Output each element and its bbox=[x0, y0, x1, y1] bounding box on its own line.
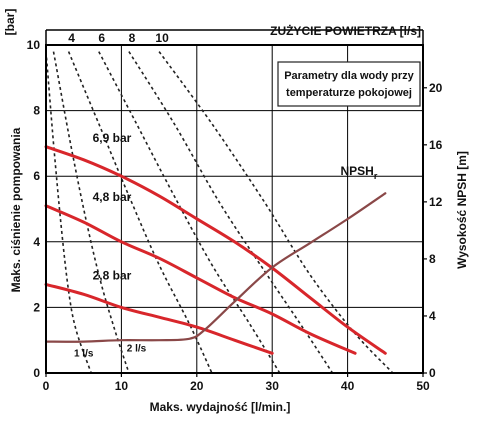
y-right-tick-label: 12 bbox=[429, 195, 443, 209]
npsh-line bbox=[44, 192, 387, 343]
air-curve bbox=[128, 51, 334, 374]
top-tick-label: 8 bbox=[129, 31, 136, 45]
top-tick-label: 6 bbox=[98, 31, 105, 45]
y-left-tick-label: 2 bbox=[33, 300, 40, 314]
curve-labels: 6,9 bar 4,8 bar 2,8 bar NPSHr 1 l/s 2 l/s bbox=[74, 131, 378, 360]
y-left-tick-label: 8 bbox=[33, 104, 40, 118]
air-curve bbox=[45, 51, 92, 374]
pressure-curves bbox=[44, 145, 387, 355]
y-right-tick-label: 20 bbox=[429, 81, 443, 95]
x-axis-label: Maks. wydajność [l/min.] bbox=[150, 400, 291, 414]
pressure-curve bbox=[44, 204, 357, 355]
note-line-2: temperaturze pokojowej bbox=[286, 87, 412, 99]
y-axis-label-left: Maks. ciśnienie pompowania bbox=[9, 127, 23, 292]
top-tick-label: 10 bbox=[155, 31, 169, 45]
pressure-curve bbox=[44, 282, 274, 355]
y-left-tick-label: 6 bbox=[33, 169, 40, 183]
x-tick-label: 50 bbox=[416, 379, 430, 393]
x-tick-label: 30 bbox=[266, 379, 280, 393]
y-left-tick-label: 10 bbox=[27, 38, 41, 52]
top-axis-label: ZUŻYCIE POWIETRZA [l/s] bbox=[270, 23, 421, 38]
left-axis-unit: [bar] bbox=[3, 9, 17, 36]
x-tick-label: 0 bbox=[43, 379, 50, 393]
y-right-tick-label: 0 bbox=[429, 366, 436, 380]
pressure-curve-label: 6,9 bar bbox=[93, 131, 132, 145]
note-box bbox=[277, 61, 421, 107]
x-tick-label: 40 bbox=[341, 379, 355, 393]
y-right-tick-label: 8 bbox=[429, 252, 436, 266]
air-curve-label: 1 l/s bbox=[74, 349, 94, 360]
pressure-curve-label: 4,8 bar bbox=[93, 190, 132, 204]
pressure-curve-label: 2,8 bar bbox=[93, 269, 132, 283]
y-axis-label-right: Wysokość NPSH [m] bbox=[455, 151, 469, 269]
note-line-1: Parametry dla wody przy bbox=[284, 70, 414, 82]
plot-frame bbox=[45, 29, 424, 374]
y-left-tick-label: 0 bbox=[33, 366, 40, 380]
air-curve bbox=[52, 51, 130, 374]
npsh-curve bbox=[44, 192, 387, 343]
y-right-tick-label: 4 bbox=[429, 309, 436, 323]
y-left-tick-label: 4 bbox=[33, 235, 40, 249]
pressure-curve bbox=[44, 145, 387, 355]
npsh-label: NPSHr bbox=[340, 164, 377, 181]
air-curve bbox=[98, 51, 281, 374]
top-tick-label: 4 bbox=[68, 31, 75, 45]
x-tick-label: 10 bbox=[115, 379, 129, 393]
air-curve-label: 2 l/s bbox=[127, 344, 147, 355]
plot-border bbox=[45, 44, 424, 374]
y-right-tick-label: 16 bbox=[429, 138, 443, 152]
npsh-label-subscript: r bbox=[374, 171, 378, 181]
x-tick-label: 20 bbox=[190, 379, 204, 393]
